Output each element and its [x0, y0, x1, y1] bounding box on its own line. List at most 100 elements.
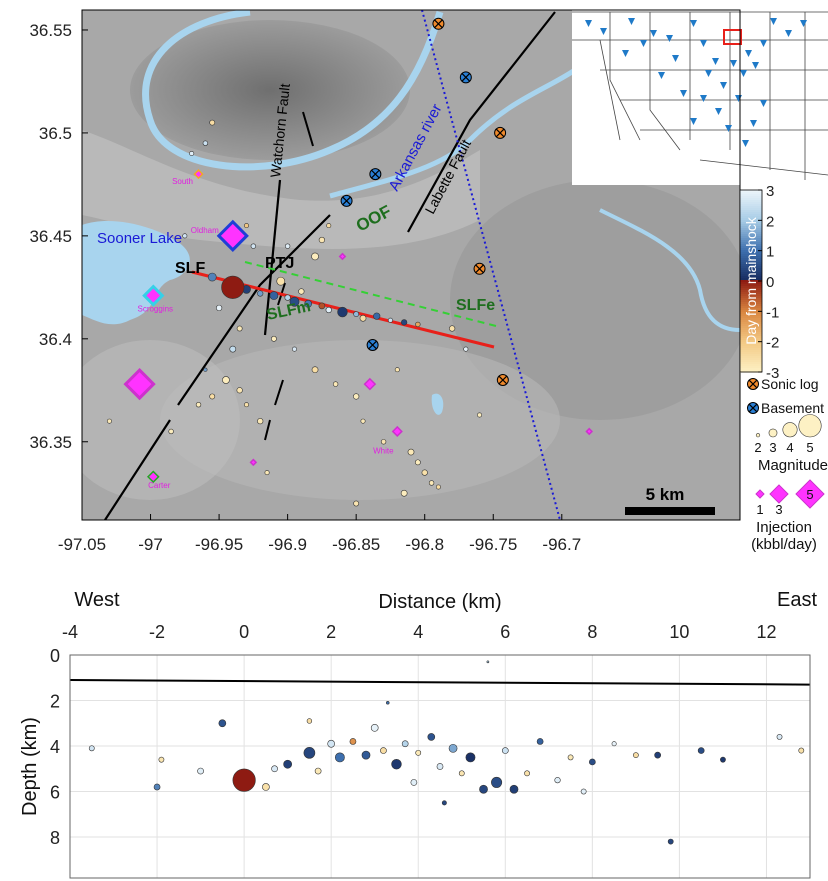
earthquake: [502, 748, 508, 754]
earthquake: [386, 701, 389, 704]
earthquake: [449, 744, 457, 752]
earthquake: [612, 742, 616, 746]
earthquake: [524, 771, 529, 776]
x-tick-label: 10: [669, 622, 689, 642]
earthquake: [388, 318, 392, 322]
y-tick-label: 36.5: [39, 124, 72, 143]
well-name: Carter: [148, 481, 171, 490]
basement-line: [70, 680, 810, 685]
well-name: Scroggins: [137, 305, 173, 314]
earthquake: [257, 418, 263, 424]
earthquake: [271, 336, 276, 341]
earthquake: [196, 402, 201, 407]
earthquake: [360, 315, 366, 321]
colorbar-tick-label: 0: [766, 274, 774, 291]
figure: OldhamSouthScrogginsWhiteCarter Sooner L…: [0, 0, 828, 881]
earthquake: [277, 277, 285, 285]
x-tick-label: -96.95: [195, 535, 243, 554]
earthquake: [315, 768, 321, 774]
earthquake: [491, 777, 501, 787]
earthquake: [466, 753, 475, 762]
well-name: White: [373, 446, 394, 455]
legend-injection: [770, 485, 788, 503]
legend-injection-label: 1: [756, 502, 763, 517]
x-tick-label: 2: [326, 622, 336, 642]
x-axis-label: Distance (km): [378, 591, 501, 613]
earthquake: [219, 720, 226, 727]
well-name: South: [172, 177, 193, 186]
earthquake: [216, 305, 222, 311]
legend-injection-label: 5: [806, 487, 813, 502]
earthquake: [373, 313, 380, 320]
earthquake: [251, 244, 256, 249]
earthquake: [354, 312, 359, 317]
earthquake: [479, 785, 487, 793]
earthquake: [89, 746, 94, 751]
colorbar-tick-label: 2: [766, 213, 774, 230]
x-tick-label: -96.75: [469, 535, 517, 554]
earthquake: [292, 347, 296, 351]
earthquake: [401, 490, 407, 496]
earthquake: [265, 470, 269, 474]
earthquake: [777, 734, 782, 739]
earthquake: [437, 763, 443, 769]
y-tick-label: 36.4: [39, 330, 72, 349]
legend-injection-label: 3: [775, 502, 782, 517]
y-tick-label: 36.55: [29, 21, 72, 40]
legend-injection: [756, 490, 764, 498]
earthquake: [169, 429, 174, 434]
fault-label: SLFe: [456, 297, 495, 314]
earthquake: [237, 326, 242, 331]
x-tick-label: -96.85: [332, 535, 380, 554]
earthquake: [354, 501, 359, 506]
earthquake: [464, 347, 468, 351]
earthquake: [436, 485, 440, 489]
earthquake: [537, 738, 543, 744]
colorbar-tick-label: 3: [766, 183, 774, 200]
earthquake: [401, 320, 407, 326]
earthquake: [183, 234, 187, 238]
inset-map: [572, 10, 828, 185]
earthquake: [415, 322, 420, 327]
legend-label: Sonic log: [761, 376, 819, 392]
earthquake: [312, 367, 318, 373]
earthquake: [429, 481, 434, 486]
earthquake: [233, 769, 256, 792]
earthquake: [555, 777, 561, 783]
earthquake: [107, 419, 111, 423]
earthquake: [285, 244, 290, 249]
earthquake: [381, 439, 386, 444]
earthquake: [799, 748, 804, 753]
earthquake: [338, 307, 348, 317]
earthquake: [203, 141, 208, 146]
y-tick-label: 36.45: [29, 227, 72, 246]
y-tick-label: 2: [50, 692, 60, 712]
earthquake: [411, 779, 417, 785]
earthquake: [371, 724, 378, 731]
earthquake: [327, 223, 331, 227]
junction-label: PTJ: [265, 255, 294, 272]
earthquake: [154, 784, 160, 790]
earthquake: [442, 801, 446, 805]
y-tick-label: 8: [50, 828, 60, 848]
earthquake: [402, 741, 408, 747]
earthquake: [380, 748, 386, 754]
y-tick-label: 36.35: [29, 433, 72, 452]
earthquake: [449, 326, 455, 332]
legend-magnitude-label: 5: [806, 440, 813, 455]
earthquake: [428, 733, 435, 740]
earthquake: [189, 151, 193, 155]
x-tick-label: -97.05: [58, 535, 106, 554]
earthquake: [408, 449, 414, 455]
fault-label: SLF: [175, 260, 205, 277]
earthquake: [230, 346, 236, 352]
earthquake: [328, 740, 335, 747]
x-tick-label: 6: [500, 622, 510, 642]
earthquake: [350, 738, 356, 744]
earthquake: [272, 766, 278, 772]
earthquake: [257, 291, 263, 297]
earthquake: [487, 661, 489, 663]
legend-magnitude-label: 2: [754, 440, 761, 455]
y-tick-label: 4: [50, 737, 60, 757]
earthquake: [159, 757, 164, 762]
